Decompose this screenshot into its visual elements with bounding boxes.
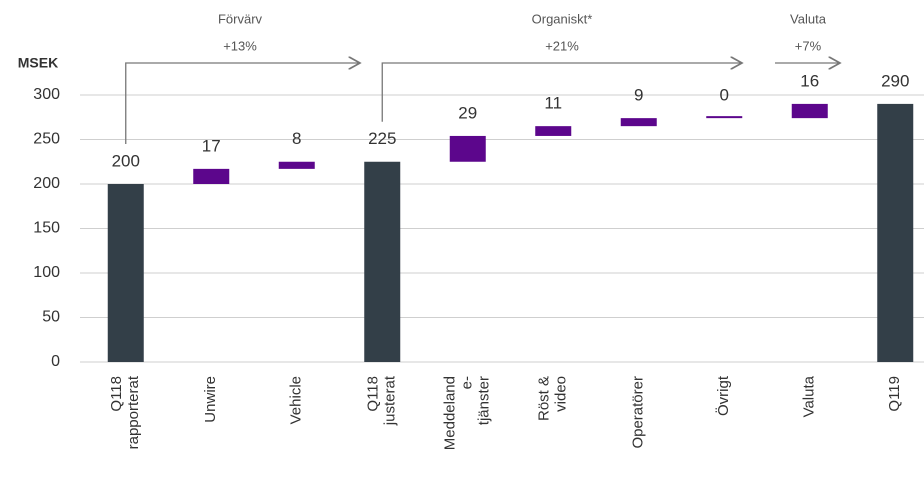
y-unit-label: MSEK — [18, 55, 58, 71]
y-tick-label: 100 — [33, 264, 60, 281]
x-tick-label: Unwire — [202, 376, 219, 423]
bar — [535, 126, 572, 136]
bar — [107, 184, 144, 362]
value-label: 0 — [720, 86, 729, 105]
value-label: 290 — [881, 71, 909, 90]
value-label: 16 — [800, 71, 819, 90]
annotation-change: +13% — [223, 38, 257, 53]
x-tick-label: Vehicle — [288, 376, 305, 424]
y-tick-label: 150 — [33, 220, 60, 237]
y-tick-label: 50 — [42, 309, 60, 326]
y-tick-label: 300 — [33, 86, 60, 103]
x-tick-label: Operatörer — [630, 376, 647, 449]
value-label: 225 — [368, 129, 396, 148]
annotation-title: Organiskt* — [532, 11, 593, 26]
y-tick-label: 250 — [33, 131, 60, 148]
x-tick-label: video — [553, 376, 570, 412]
bar — [449, 135, 486, 162]
value-label: 11 — [544, 94, 562, 113]
bar — [791, 103, 828, 119]
value-label: 200 — [112, 151, 140, 170]
x-tick-label: Q119 — [886, 376, 903, 412]
x-tick-label: Q118 — [365, 376, 382, 412]
bar — [877, 103, 914, 363]
x-tick-label: Valuta — [801, 375, 818, 417]
annotation-change: +7% — [795, 38, 822, 53]
bar — [278, 161, 315, 169]
value-label: 8 — [292, 129, 301, 148]
annotation-title: Valuta — [790, 11, 827, 26]
annotation-change: +21% — [545, 38, 579, 53]
y-tick-label: 200 — [33, 175, 60, 192]
bar — [193, 168, 230, 184]
x-tick-label: Meddeland — [442, 376, 459, 450]
value-label: 9 — [634, 86, 643, 105]
x-tick-label: Q118 — [108, 376, 125, 412]
y-tick-label: 0 — [51, 353, 60, 370]
bar — [364, 161, 401, 362]
annotation-arrow — [381, 63, 742, 122]
x-tick-label: Övrigt — [714, 375, 732, 416]
bar — [706, 116, 743, 119]
annotation-arrow — [125, 63, 360, 144]
x-tick-label: tjänster — [476, 376, 493, 425]
x-tick-label: justerat — [382, 375, 399, 426]
x-tick-label: Röst & — [536, 376, 553, 421]
x-tick-label: e- — [459, 376, 476, 389]
value-label: 17 — [202, 136, 221, 155]
bar — [620, 118, 657, 127]
annotation-title: Förvärv — [218, 11, 263, 26]
x-tick-label: rapporterat — [125, 375, 142, 449]
value-label: 29 — [458, 103, 477, 122]
